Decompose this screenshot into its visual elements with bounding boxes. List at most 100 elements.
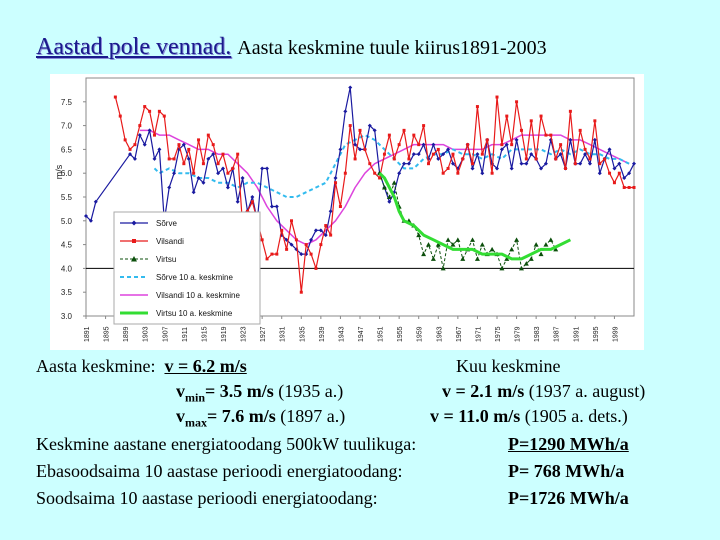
series-vilsandi-point: [177, 143, 181, 147]
x-tick-label: 1935: [299, 326, 306, 342]
page-title: Aastad pole vennad. Aasta keskmine tuule …: [36, 34, 706, 61]
legend-label-virtsu: Virtsu: [156, 255, 176, 264]
series-vilsandi-point: [480, 152, 484, 156]
series-sorve-point: [583, 152, 588, 157]
x-tick-label: 1991: [573, 326, 580, 342]
series-vilsandi-point: [485, 138, 489, 142]
series-sorve_avg-line: [153, 134, 630, 198]
series-vilsandi-point: [148, 109, 152, 113]
series-sorve-point: [260, 166, 265, 171]
series-sorve-point: [436, 156, 441, 161]
series-vilsandi-point: [260, 238, 264, 242]
series-sorve-point: [446, 147, 451, 152]
vmin-line: vmin= 3.5 m/s (1935 a.): [176, 381, 344, 405]
series-virtsu-point: [504, 256, 510, 261]
series-sorve-point: [431, 142, 436, 147]
series-vilsandi-point: [612, 181, 616, 185]
series-sorve-point: [240, 175, 245, 180]
series-sorve-point: [514, 137, 519, 142]
series-sorve-point: [353, 142, 358, 147]
series-sorve-point: [617, 161, 622, 166]
series-vilsandi-point: [382, 152, 386, 156]
series-sorve-point: [333, 175, 338, 180]
series-vilsandi-point: [265, 257, 269, 261]
y-tick-label: 3.0: [61, 312, 73, 321]
series-sorve-point: [504, 142, 509, 147]
series-vilsandi-point: [319, 243, 323, 247]
series-vilsandi-point: [402, 128, 406, 132]
series-sorve-point: [235, 199, 240, 204]
series-vilsandi-point: [123, 138, 127, 142]
series-sorve-point: [475, 152, 480, 157]
series-vilsandi-point: [162, 114, 166, 118]
x-tick-label: 1915: [201, 326, 208, 342]
series-virtsu-point: [460, 256, 466, 261]
series-sorve-point: [499, 147, 504, 152]
series-vilsandi-point: [157, 109, 161, 113]
legend-marker-vilsandi: [132, 239, 136, 243]
series-vilsandi-point: [627, 185, 631, 189]
series-vilsandi-point: [304, 243, 308, 247]
x-tick-label: 1903: [143, 326, 150, 342]
series-sorve-point: [181, 142, 186, 147]
series-vilsandi-point: [294, 238, 298, 242]
series-vilsandi-point: [378, 176, 382, 180]
series-vilsandi-point: [598, 162, 602, 166]
x-tick-label: 1911: [182, 327, 189, 342]
series-sorve-point: [132, 156, 137, 161]
energy-worst-label: Ebasoodsaima 10 aastase perioodi energia…: [36, 461, 403, 481]
series-sorve-point: [612, 166, 617, 171]
series-sorve-point: [367, 123, 372, 128]
series-vilsandi-point: [564, 166, 567, 170]
series-vilsandi-point: [290, 219, 293, 223]
series-vilsandi-point: [412, 133, 416, 137]
series-sorve-point: [387, 199, 392, 204]
x-tick-label: 1899: [123, 326, 130, 342]
series-sorve-point: [137, 133, 142, 138]
x-tick-label: 1999: [612, 326, 619, 342]
series-sorve-point: [348, 85, 353, 90]
series-virtsu-point: [421, 251, 427, 257]
series-vilsandi-point: [368, 162, 372, 166]
series-vilsandi-point: [216, 162, 220, 166]
series-vilsandi-point: [128, 147, 132, 151]
series-sorve-point: [265, 166, 270, 171]
series-sorve-point: [206, 156, 211, 161]
series-vilsandi-point: [309, 252, 313, 256]
series-vilsandi-point: [392, 157, 396, 161]
series-vilsandi-point: [593, 119, 597, 123]
series-vilsandi-point: [461, 157, 465, 161]
series-vilsandi-point: [226, 171, 230, 175]
series-sorve-point: [323, 233, 328, 238]
series-virtsu-point: [470, 237, 476, 242]
series-vilsandi-point: [622, 185, 626, 189]
annual-average-label: Aasta keskmine:: [36, 356, 156, 376]
legend-label-sorve_avg: Sõrve 10 a. keskmine: [156, 273, 233, 282]
series-virtsu-point: [533, 242, 539, 247]
series-virtsu-point: [381, 184, 387, 190]
series-sorve-point: [142, 142, 147, 147]
series-vilsandi-point: [471, 162, 475, 166]
legend-label-virtsu_avg: Virtsu 10 a. keskmine: [156, 309, 233, 318]
series-virtsu-point: [499, 265, 505, 271]
series-sorve-point: [201, 180, 206, 185]
series-sorve-point: [343, 109, 348, 114]
series-vilsandi-point: [617, 171, 621, 175]
series-virtsu-point: [518, 265, 524, 271]
series-vilsandi-point: [236, 152, 240, 156]
series-virtsu-point: [430, 256, 436, 261]
x-tick-label: 1927: [260, 326, 267, 342]
series-sorve-point: [309, 237, 314, 242]
series-vilsandi-point: [559, 143, 563, 147]
series-vilsandi-point: [201, 162, 205, 166]
series-sorve-point: [568, 137, 573, 142]
energy-worst-value: P= 768 MWh/a: [508, 461, 625, 481]
monthly-min-line: v = 2.1 m/s (1937 a. august): [442, 381, 646, 401]
series-sorve-point: [470, 166, 475, 171]
series-vilsandi-point: [515, 100, 519, 104]
series-sorve-point: [519, 161, 524, 166]
series-sorve-point: [313, 228, 318, 233]
series-sorve-point: [480, 171, 485, 176]
y-tick-label: 4.0: [61, 264, 73, 273]
series-virtsu-point: [445, 237, 451, 242]
